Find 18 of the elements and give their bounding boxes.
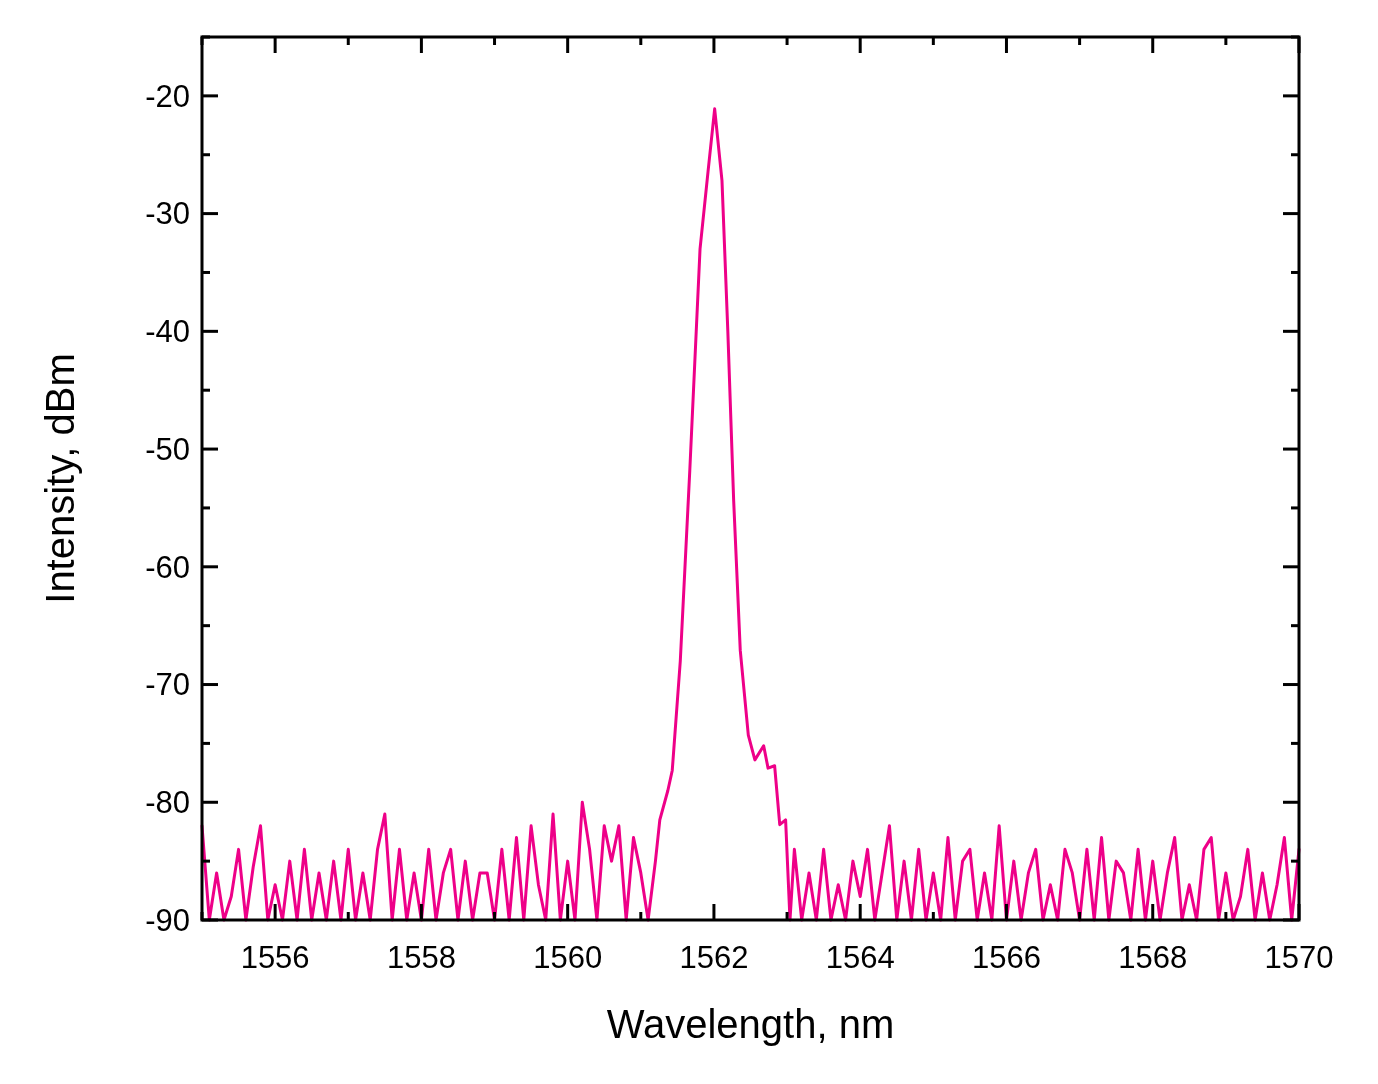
x-tick-label: 1570 bbox=[1264, 940, 1334, 975]
x-tick-label: 1564 bbox=[825, 940, 895, 975]
x-tick-label: 1562 bbox=[679, 940, 749, 975]
x-tick-label: 1556 bbox=[240, 940, 310, 975]
y-tick-label: -90 bbox=[145, 902, 190, 938]
y-tick-label: -80 bbox=[145, 785, 190, 821]
y-tick-label: -40 bbox=[145, 314, 190, 350]
x-axis-title: Wavelength, nm bbox=[606, 1002, 895, 1046]
x-tick-label: 1568 bbox=[1118, 940, 1188, 975]
y-tick-label: -60 bbox=[145, 549, 190, 585]
y-tick-label: -20 bbox=[145, 78, 190, 114]
y-tick-label: -50 bbox=[145, 431, 190, 467]
x-tick-label: 1558 bbox=[386, 940, 456, 975]
x-tick-label: 1566 bbox=[971, 940, 1041, 975]
x-tick-label: 1560 bbox=[533, 940, 603, 975]
y-axis-title: Intensity, dBm bbox=[38, 353, 82, 604]
y-tick-label: -70 bbox=[145, 667, 190, 703]
y-tick-label: -30 bbox=[145, 196, 190, 232]
